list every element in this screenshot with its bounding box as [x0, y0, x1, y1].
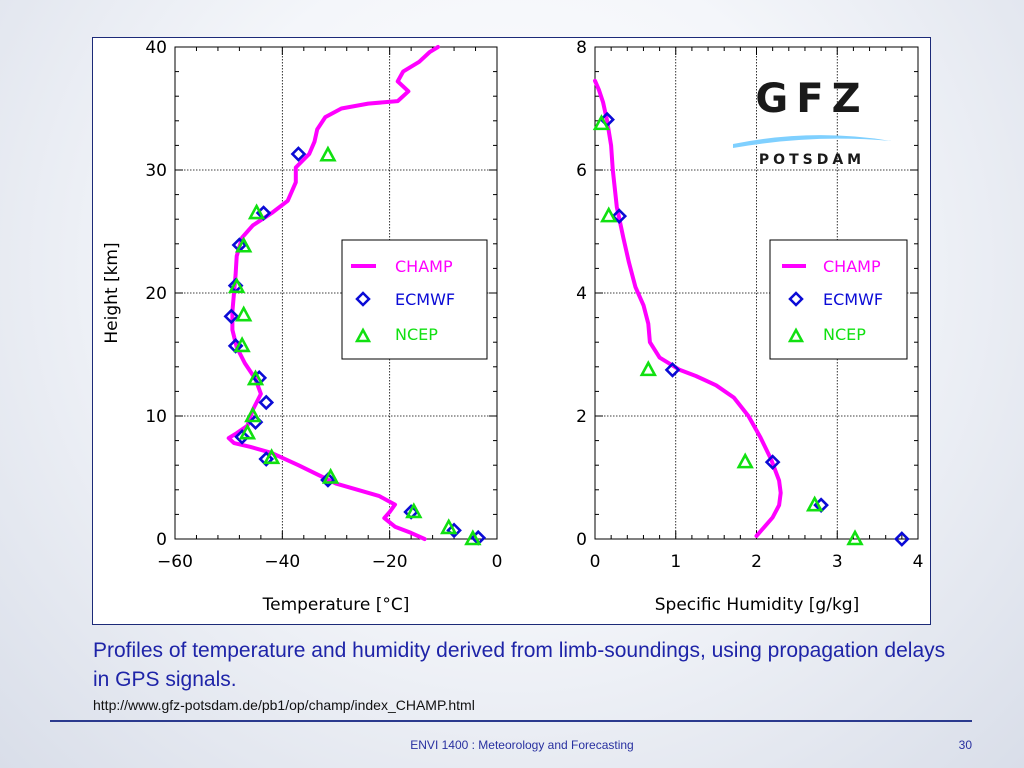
temperature-legend-box — [341, 239, 488, 360]
humidity-champ-series — [593, 78, 783, 538]
temperature-y-tick-label: 20 — [145, 284, 167, 304]
figure-caption: Profiles of temperature and humidity der… — [93, 636, 953, 694]
temperature-profile-chart: 0 10 20 30 40 −60 −40 −20 0 Temperature [°C] He… — [102, 38, 502, 615]
temperature-y-tick-label: 30 — [145, 161, 167, 181]
temperature-x-tick-label: −60 — [157, 552, 193, 572]
caption-text: Profiles of temperature and humidity der… — [93, 639, 946, 691]
humidity-y-tick-label: 4 — [576, 284, 587, 304]
temperature-ecmwf-point — [258, 394, 275, 411]
temperature-ncep-point — [233, 336, 251, 353]
temperature-ncep-point — [262, 448, 281, 465]
humidity-y-tick-label: 0 — [576, 530, 587, 550]
humidity-y-ticks: 0 2 4 6 8 — [576, 38, 918, 550]
humidity-ecmwf-point — [894, 531, 910, 547]
temperature-y-ticks: 0 10 20 30 40 — [145, 38, 497, 550]
temperature-ecmwf-point — [446, 522, 462, 539]
humidity-champ-line — [593, 78, 783, 538]
temperature-x-tick-label: 0 — [492, 552, 503, 572]
temperature-ncep-point — [405, 502, 423, 519]
humidity-x-tick-label: 4 — [913, 552, 924, 572]
humidity-ncep-point — [592, 114, 611, 131]
temperature-ecmwf-point — [320, 472, 336, 488]
temperature-y-tick-label: 40 — [145, 38, 167, 58]
temperature-ncep-point — [247, 203, 266, 220]
temperature-x-tick-label: −40 — [264, 552, 300, 572]
humidity-y-tick-label: 2 — [576, 407, 587, 427]
temperature-y-axis-title: Height [km] — [102, 242, 122, 343]
humidity-x-axis-title: Specific Humidity [g/kg] — [655, 595, 859, 615]
temperature-ncep-point — [235, 236, 253, 253]
temperature-ncep-point — [244, 406, 262, 423]
temperature-ecmwf-point — [258, 451, 275, 467]
humidity-ncep-point — [736, 452, 754, 469]
humidity-legend-champ: CHAMP — [823, 257, 881, 276]
humidity-ncep-point — [639, 360, 657, 377]
humidity-ecmwf-point — [664, 362, 681, 378]
humidity-ncep-point — [805, 495, 824, 512]
humidity-x-tick-label: 0 — [590, 552, 601, 572]
humidity-profile-chart: 0 2 4 6 8 0 1 2 3 4 Specific Humidity [g/kg] CHA… — [576, 38, 923, 615]
humidity-legend-ncep: NCEP — [823, 325, 866, 344]
gfz-logo: GFZ POTSDAM — [733, 76, 891, 168]
temperature-legend: CHAMP ECMWF NCEP — [341, 239, 488, 360]
temperature-ncep-point — [319, 145, 337, 162]
temperature-champ-series — [226, 45, 440, 541]
temperature-ncep-point — [235, 305, 253, 322]
humidity-x-tick-label: 1 — [670, 552, 681, 572]
humidity-legend-ecmwf: ECMWF — [823, 290, 883, 309]
gfz-logo-subtitle: POTSDAM — [759, 152, 865, 168]
humidity-ecmwf-point — [764, 454, 781, 470]
temperature-x-axis-title: Temperature [°C] — [262, 595, 410, 615]
temperature-legend-ecmwf-swatch — [355, 291, 371, 307]
humidity-y-tick-label: 6 — [576, 161, 587, 181]
temperature-x-ticks: −60 −40 −20 0 — [157, 47, 502, 572]
temperature-ncep-point — [228, 277, 246, 294]
temperature-ecmwf-point — [234, 429, 250, 445]
temperature-ncep-point — [238, 423, 257, 440]
humidity-x-tick-label: 2 — [751, 552, 762, 572]
temperature-ecmwf-point — [290, 146, 307, 162]
humidity-x-tick-label: 3 — [832, 552, 843, 572]
temperature-ncep-point — [440, 518, 458, 535]
humidity-markers — [592, 111, 910, 547]
slide-number: 30 — [958, 738, 972, 752]
figure-panel: 0 10 20 30 40 −60 −40 −20 0 Temperature [°C] He… — [92, 37, 931, 625]
humidity-legend-ncep-swatch — [787, 327, 805, 343]
temperature-legend-ecmwf: ECMWF — [395, 290, 455, 309]
gfz-logo-text: GFZ — [755, 76, 868, 122]
temperature-ecmwf-point — [223, 308, 240, 325]
temperature-legend-ncep: NCEP — [395, 325, 438, 344]
humidity-ncep-point — [600, 206, 618, 223]
temperature-legend-champ: CHAMP — [395, 257, 453, 276]
humidity-legend: CHAMP ECMWF NCEP — [769, 239, 908, 360]
humidity-x-ticks: 0 1 2 3 4 — [590, 47, 924, 572]
source-url[interactable]: http://www.gfz-potsdam.de/pb1/op/champ/i… — [93, 697, 475, 713]
temperature-y-tick-label: 10 — [145, 407, 167, 427]
temperature-x-tick-label: −20 — [372, 552, 408, 572]
humidity-legend-box — [769, 239, 908, 360]
humidity-legend-ecmwf-swatch — [788, 291, 804, 307]
humidity-ecmwf-point — [611, 208, 628, 224]
temperature-ncep-point — [321, 467, 340, 484]
gfz-logo-swoosh — [733, 135, 891, 148]
temperature-ncep-point — [246, 369, 265, 386]
humidity-y-tick-label: 8 — [576, 38, 587, 58]
footer-course-title: ENVI 1400 : Meteorology and Forecasting — [410, 738, 634, 752]
humidity-ncep-point — [846, 529, 864, 546]
temperature-y-tick-label: 0 — [156, 530, 167, 550]
temperature-ncep-point — [464, 529, 482, 546]
temperature-legend-ncep-swatch — [354, 327, 372, 343]
temperature-champ-line — [226, 45, 440, 541]
temperature-markers — [223, 145, 487, 546]
footer-divider — [50, 720, 972, 722]
